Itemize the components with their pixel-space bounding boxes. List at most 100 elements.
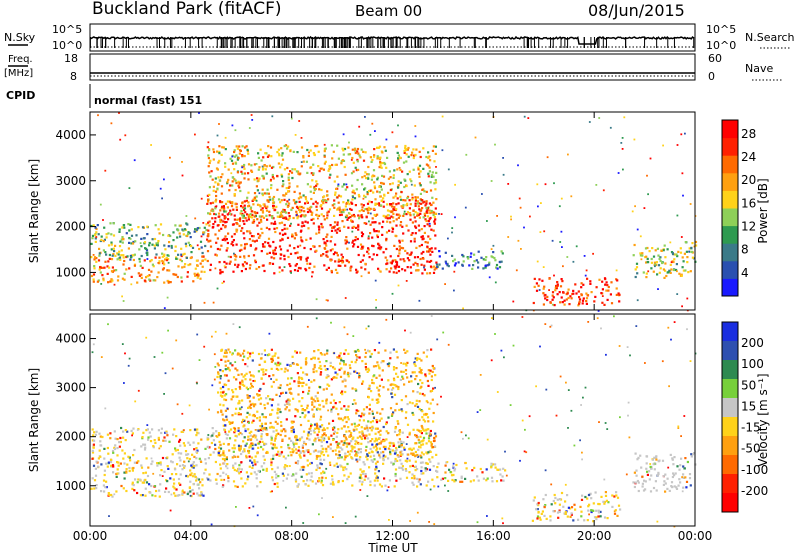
echo-point <box>416 212 419 215</box>
echo-point <box>313 366 316 369</box>
echo-point <box>309 237 312 240</box>
echo-point <box>218 440 221 443</box>
echo-point <box>408 259 411 262</box>
noise-point <box>414 125 417 127</box>
echo-point <box>207 234 210 237</box>
echo-point <box>427 151 430 154</box>
echo-point <box>252 405 256 408</box>
echo-point <box>277 432 280 435</box>
echo-point <box>401 431 404 434</box>
echo-point <box>425 451 428 454</box>
echo-point <box>396 356 399 359</box>
echo-point <box>227 366 230 369</box>
echo-point <box>243 167 246 170</box>
echo-point <box>421 392 424 396</box>
echo-point <box>392 411 395 414</box>
echo-point <box>231 162 235 165</box>
echo-point <box>289 252 293 255</box>
echo-point <box>332 399 336 402</box>
echo-point <box>241 155 244 158</box>
echo-point <box>426 207 429 210</box>
echo-point <box>302 430 306 433</box>
echo-point <box>412 447 415 450</box>
echo-point <box>217 446 221 449</box>
echo-point <box>118 230 121 233</box>
echo-point <box>273 470 276 473</box>
noise-point <box>440 213 443 215</box>
echo-point <box>301 214 305 217</box>
echo-point <box>262 370 265 374</box>
echo-point <box>272 201 275 205</box>
echo-point <box>233 150 236 154</box>
echo-point <box>324 476 327 480</box>
echo-point <box>256 417 259 420</box>
echo-point <box>420 228 423 231</box>
echo-point <box>199 240 203 243</box>
echo-point <box>302 381 305 384</box>
echo-point <box>178 494 181 497</box>
echo-point <box>385 247 388 251</box>
echo-point <box>265 467 268 470</box>
echo-point <box>218 159 221 162</box>
echo-point <box>256 177 259 180</box>
echo-point <box>263 360 266 363</box>
echo-point <box>280 154 284 157</box>
echo-point <box>258 266 261 269</box>
echo-point <box>416 264 419 267</box>
echo-point <box>191 246 195 249</box>
echo-point <box>382 197 385 200</box>
echo-point <box>393 430 397 433</box>
echo-point <box>323 264 326 267</box>
echo-point <box>242 214 245 217</box>
echo-point <box>603 277 607 280</box>
echo-point <box>270 348 273 351</box>
echo-point <box>306 171 309 174</box>
echo-point <box>211 226 214 229</box>
echo-point <box>396 434 399 437</box>
echo-point <box>641 252 644 255</box>
freq-panel-frame <box>89 53 696 81</box>
echo-point <box>603 303 606 306</box>
echo-point <box>542 498 545 501</box>
echo-point <box>240 205 243 208</box>
echo-point <box>323 150 326 153</box>
echo-point <box>635 262 639 265</box>
echo-point <box>100 463 103 466</box>
echo-point <box>350 214 354 217</box>
echo-point <box>129 459 132 462</box>
echo-point <box>461 253 464 257</box>
echo-point <box>377 267 380 270</box>
echo-point <box>301 446 304 449</box>
echo-point <box>326 374 329 377</box>
echo-point <box>181 464 185 467</box>
echo-point <box>194 267 197 270</box>
echo-point <box>356 147 360 151</box>
echo-point <box>373 185 376 188</box>
echo-point <box>295 472 298 475</box>
echo-point <box>263 462 266 465</box>
echo-point <box>356 245 360 248</box>
noise-point <box>560 197 563 200</box>
noise-point <box>374 130 376 132</box>
echo-point <box>427 175 430 178</box>
noise-point <box>202 222 205 224</box>
echo-point <box>228 449 231 452</box>
echo-point <box>288 185 291 188</box>
echo-point <box>504 469 507 472</box>
noise-point <box>510 215 512 218</box>
echo-point <box>544 493 547 497</box>
echo-point <box>402 377 405 380</box>
echo-point <box>102 279 105 282</box>
echo-point <box>197 442 200 445</box>
echo-point <box>355 188 358 191</box>
echo-point <box>402 258 405 261</box>
echo-point <box>313 405 316 408</box>
echo-point <box>241 399 244 402</box>
echo-point <box>245 456 248 459</box>
echo-point <box>352 161 355 164</box>
echo-point <box>281 158 285 161</box>
echo-point <box>238 352 241 355</box>
echo-point <box>283 216 286 219</box>
echo-point <box>381 369 384 372</box>
echo-point <box>223 260 226 264</box>
